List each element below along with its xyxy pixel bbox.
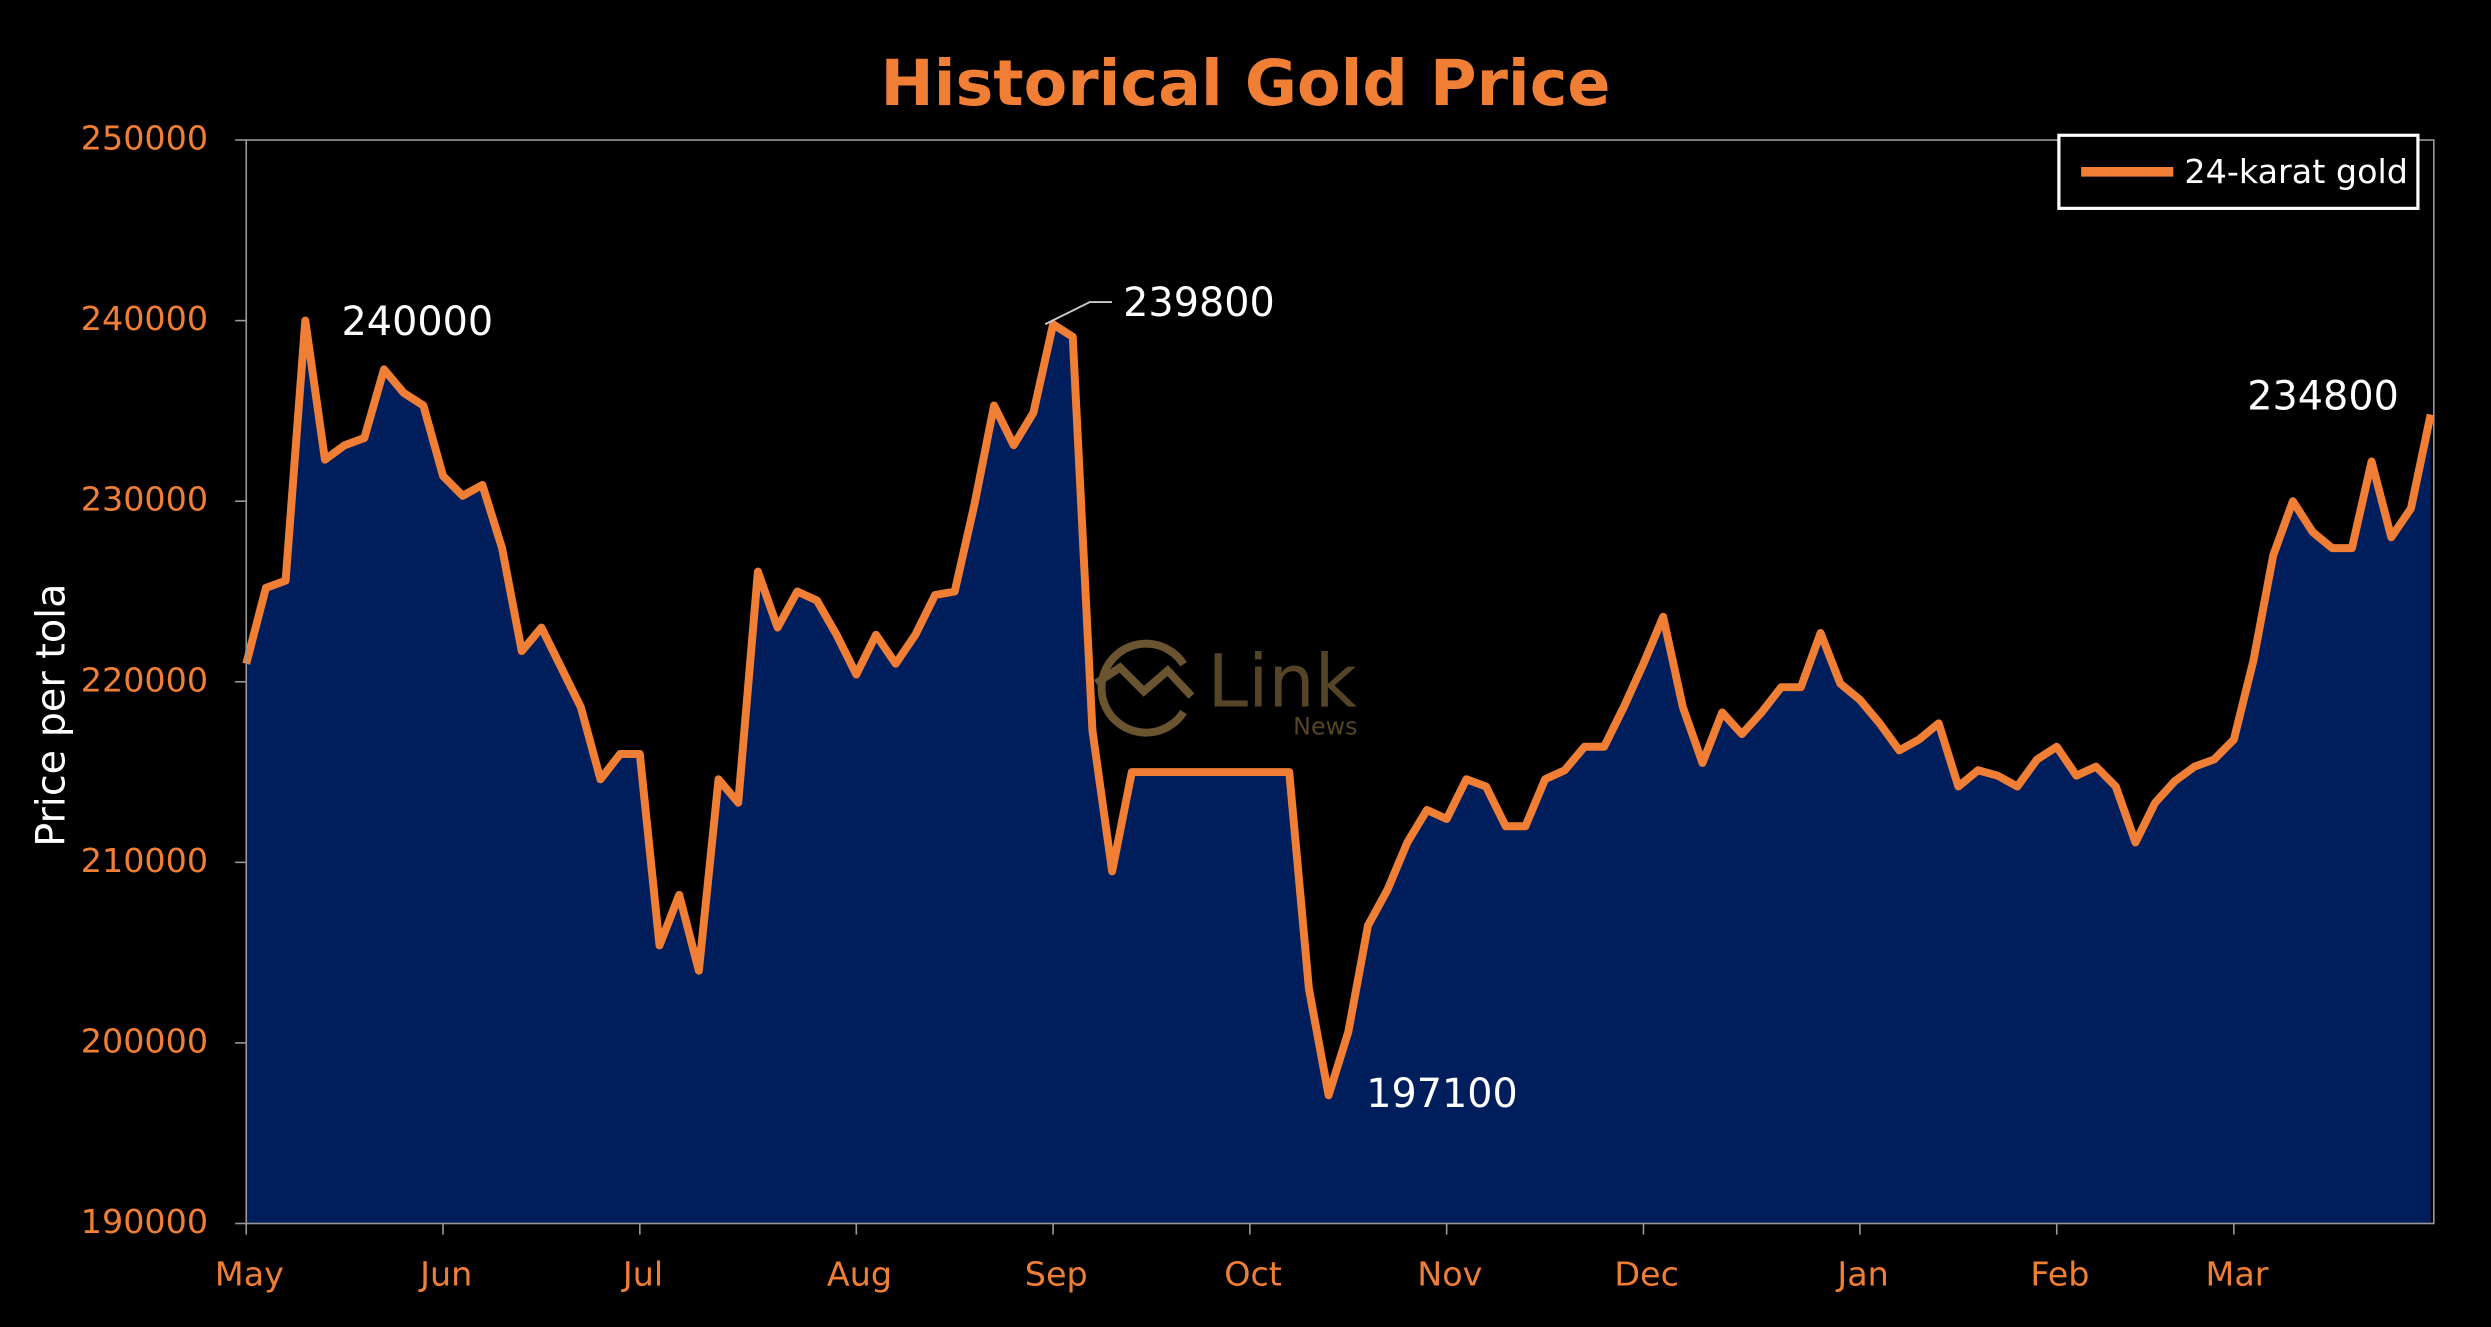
chart-title: Historical Gold Price bbox=[881, 46, 1611, 120]
watermark-logo bbox=[1093, 639, 1195, 737]
x-tick-label: Jan bbox=[1835, 1254, 1888, 1293]
x-tick-label: Jul bbox=[621, 1254, 663, 1293]
data-label: 239800 bbox=[1123, 280, 1275, 326]
x-tick-label: Jun bbox=[418, 1254, 472, 1293]
line bbox=[242, 316, 2435, 1100]
y-tick-label: 200000 bbox=[81, 1021, 208, 1060]
y-axis-label: Price per tola bbox=[29, 583, 75, 846]
area bbox=[246, 320, 2431, 1224]
y-tick-label: 250000 bbox=[81, 119, 208, 158]
legend-label: 24-karat gold bbox=[2184, 152, 2408, 191]
y-tick-label: 240000 bbox=[81, 299, 208, 338]
x-tick-label: Sep bbox=[1025, 1254, 1088, 1293]
x-tick-label: Aug bbox=[827, 1254, 892, 1293]
data-label: 240000 bbox=[342, 299, 494, 345]
data-label: 197100 bbox=[1366, 1071, 1518, 1117]
x-tick-label: Feb bbox=[2030, 1254, 2089, 1293]
y-tick-label: 210000 bbox=[81, 841, 208, 880]
leader-line bbox=[1044, 301, 1113, 326]
x-tick-label: Nov bbox=[1417, 1254, 1482, 1293]
x-tick-label: Dec bbox=[1614, 1254, 1679, 1293]
y-tick-label: 190000 bbox=[81, 1202, 208, 1241]
data-label: 234800 bbox=[2247, 373, 2399, 419]
watermark-sub: News bbox=[1293, 712, 1357, 740]
watermark: Link bbox=[1207, 640, 1357, 725]
y-tick-label: 230000 bbox=[81, 480, 208, 519]
x-tick-label: Oct bbox=[1224, 1254, 1282, 1293]
y-tick-label: 220000 bbox=[81, 660, 208, 699]
x-tick-label: May bbox=[215, 1254, 284, 1293]
x-tick-label: Mar bbox=[2206, 1254, 2269, 1293]
